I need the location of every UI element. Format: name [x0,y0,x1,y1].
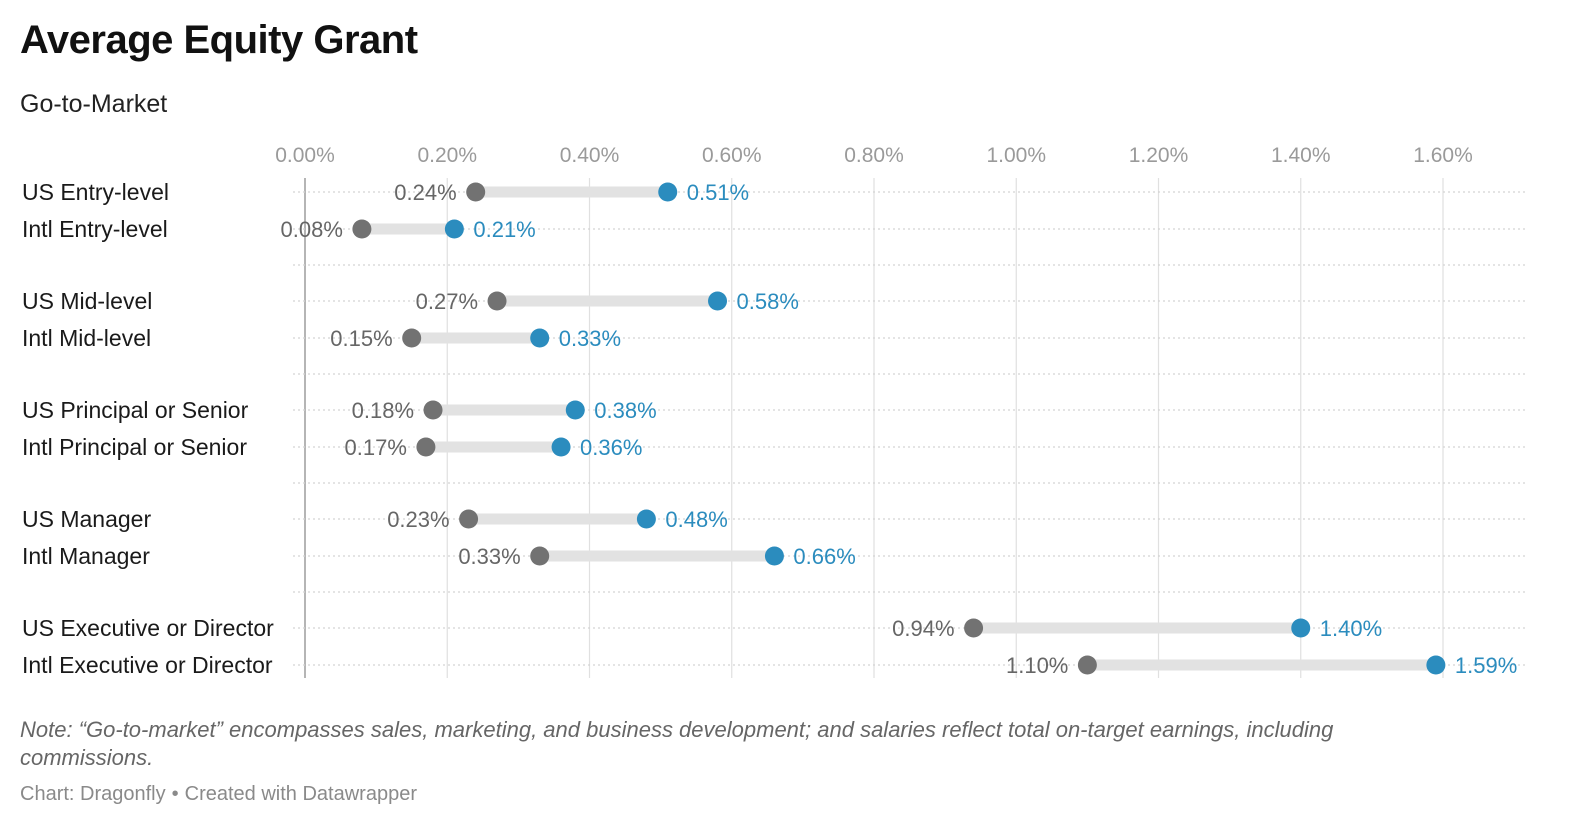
row-label: Intl Principal or Senior [22,434,247,460]
x-tick-label: 0.00% [275,144,335,167]
high-value-label: 0.33% [559,326,621,351]
credit-separator: • [171,783,179,805]
chart-note: Note: “Go-to-market” encompasses sales, … [20,717,1334,770]
credit-source[interactable]: Chart: Dragonfly [20,783,166,805]
high-value-dot [444,219,464,239]
low-value-dot [530,546,550,566]
low-value-label: 0.27% [416,289,478,314]
high-value-label: 0.38% [594,398,656,423]
high-value-label: 0.36% [580,435,642,460]
x-tick-label: 0.60% [702,144,762,167]
row-label: US Entry-level [22,179,169,205]
high-value-dot [764,546,784,566]
high-value-dot [1291,618,1311,638]
x-tick-label: 1.40% [1271,144,1331,167]
chart-credit: Chart: Dragonfly • Created with Datawrappe… [20,783,417,806]
row-label: Intl Mid-level [22,325,151,351]
high-value-label: 0.58% [737,289,799,314]
low-value-dot [466,182,486,202]
low-value-dot [352,219,372,239]
low-value-dot [964,618,984,638]
x-tick-label: 0.80% [844,144,904,167]
low-value-label: 0.17% [345,435,407,460]
low-value-label: 1.10% [1006,653,1068,678]
high-value-label: 0.21% [473,217,535,242]
low-value-label: 0.08% [281,217,343,242]
high-value-label: 1.40% [1320,616,1382,641]
x-tick-label: 1.20% [1129,144,1189,167]
dot-range-chart: 0.00% 0.20% 0.40% 0.60% 0.80% 1.00% 1.20% 1.40%… [22,144,1527,678]
low-value-dot [416,437,436,457]
x-tick-label: 1.00% [986,144,1046,167]
high-value-dot [530,328,550,348]
row-label: US Mid-level [22,288,152,314]
low-value-label: 0.94% [892,616,954,641]
high-value-label: 0.51% [687,180,749,205]
low-value-dot [487,291,507,311]
high-value-dot [708,291,728,311]
row-label: Intl Entry-level [22,216,168,242]
row-label: US Manager [22,506,151,532]
row-label: US Principal or Senior [22,397,249,423]
low-value-dot [402,328,422,348]
row-label: Intl Executive or Director [22,652,273,678]
high-value-label: 0.48% [665,507,727,532]
low-value-label: 0.23% [387,507,449,532]
low-value-label: 0.24% [394,180,456,205]
high-value-dot [658,182,678,202]
low-value-label: 0.15% [330,326,392,351]
credit-tool[interactable]: Created with Datawrapper [184,783,417,805]
low-value-label: 0.18% [352,398,414,423]
low-value-dot [423,400,443,420]
low-value-label: 0.33% [458,544,520,569]
high-value-dot [636,509,656,529]
high-value-dot [565,400,585,420]
high-value-dot [1426,655,1446,675]
low-value-dot [459,509,479,529]
row-label: Intl Manager [22,543,150,569]
chart-title: Average Equity Grant [20,18,418,62]
x-tick-label: 0.20% [417,144,477,167]
high-value-dot [551,437,571,457]
row-label: US Executive or Director [22,615,274,641]
chart-subtitle: Go-to-Market [20,90,168,118]
high-value-label: 0.66% [793,544,855,569]
x-tick-label: 1.60% [1413,144,1473,167]
high-value-label: 1.59% [1455,653,1517,678]
x-tick-label: 0.40% [560,144,620,167]
low-value-dot [1077,655,1097,675]
